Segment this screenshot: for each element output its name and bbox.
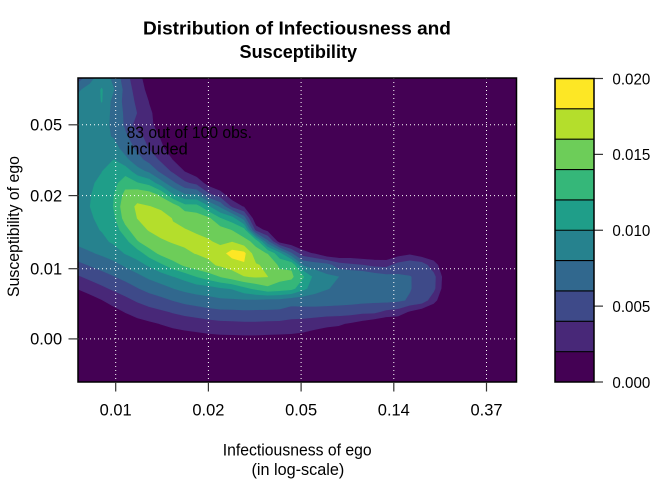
svg-text:0.05: 0.05	[30, 117, 62, 135]
svg-text:Distribution of Infectiousness: Distribution of Infectiousness and	[143, 18, 451, 39]
svg-text:0.015: 0.015	[612, 147, 650, 164]
svg-text:0.020: 0.020	[612, 71, 650, 88]
svg-text:0.14: 0.14	[378, 401, 410, 419]
svg-text:(in log-scale): (in log-scale)	[251, 461, 344, 479]
svg-text:0.02: 0.02	[30, 187, 62, 205]
svg-text:83 out of 100 obs.: 83 out of 100 obs.	[127, 123, 252, 142]
svg-text:0.000: 0.000	[612, 375, 650, 392]
svg-text:Susceptibility of ego: Susceptibility of ego	[5, 156, 23, 297]
svg-text:0.01: 0.01	[100, 401, 132, 419]
svg-text:0.01: 0.01	[30, 261, 62, 279]
svg-text:Infectiousness of ego: Infectiousness of ego	[223, 441, 372, 459]
svg-text:0.005: 0.005	[612, 299, 650, 316]
svg-text:0.00: 0.00	[30, 331, 62, 349]
svg-text:0.02: 0.02	[192, 401, 224, 419]
svg-text:0.37: 0.37	[471, 401, 503, 419]
svg-text:0.05: 0.05	[285, 401, 317, 419]
svg-text:Susceptibility: Susceptibility	[240, 41, 358, 62]
svg-text:0.010: 0.010	[612, 223, 650, 240]
svg-text:included: included	[127, 139, 188, 158]
